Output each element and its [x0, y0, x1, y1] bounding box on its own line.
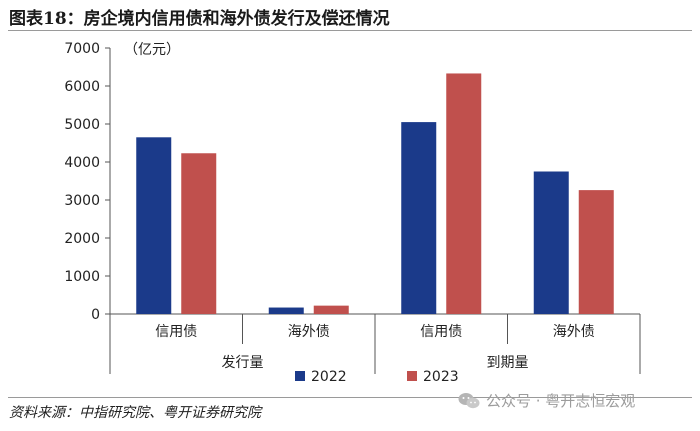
watermark-text: 公众号 · 粤开志恒宏观 [486, 392, 636, 410]
bar-2022-1 [136, 137, 172, 314]
bar-2022-3 [401, 122, 437, 314]
source-note: 资料来源：中指研究院、粤开证券研究院 [9, 405, 261, 421]
y-tick-label: 6000 [64, 79, 100, 95]
x-category-label: 海外债 [288, 324, 330, 340]
y-tick-label: 5000 [64, 117, 100, 133]
bar-2022-2 [268, 307, 304, 314]
watermark: 公众号 · 粤开志恒宏观 [458, 390, 635, 411]
x-category-label: 信用债 [155, 324, 197, 340]
figure-title: 图表18：房企境内信用债和海外债发行及偿还情况 [9, 9, 390, 29]
title-divider [8, 30, 692, 31]
legend-swatch-2023 [407, 371, 417, 381]
legend-swatch-2022 [295, 371, 305, 381]
y-tick-label: 4000 [64, 155, 100, 171]
y-tick-label: 3000 [64, 193, 100, 209]
bar-2023-3 [446, 73, 482, 315]
legend-label-2023: 2023 [423, 369, 459, 385]
y-unit-label: （亿元） [124, 42, 180, 58]
bar-2022-4 [533, 171, 569, 314]
y-tick-label: 1000 [64, 269, 100, 285]
wechat-icon [458, 392, 480, 408]
x-group-label: 到期量 [487, 355, 529, 371]
y-tick-label: 2000 [64, 231, 100, 247]
legend-label-2022: 2022 [311, 369, 347, 385]
bar-2023-2 [313, 305, 349, 314]
x-category-label: 海外债 [553, 324, 595, 340]
y-tick-label: 7000 [64, 41, 100, 57]
bar-2023-4 [578, 190, 614, 314]
x-group-label: 发行量 [222, 355, 264, 371]
footer-divider [8, 397, 692, 398]
x-category-label: 信用债 [420, 324, 462, 340]
y-tick-label: 0 [91, 307, 100, 323]
bar-2023-1 [181, 153, 217, 314]
